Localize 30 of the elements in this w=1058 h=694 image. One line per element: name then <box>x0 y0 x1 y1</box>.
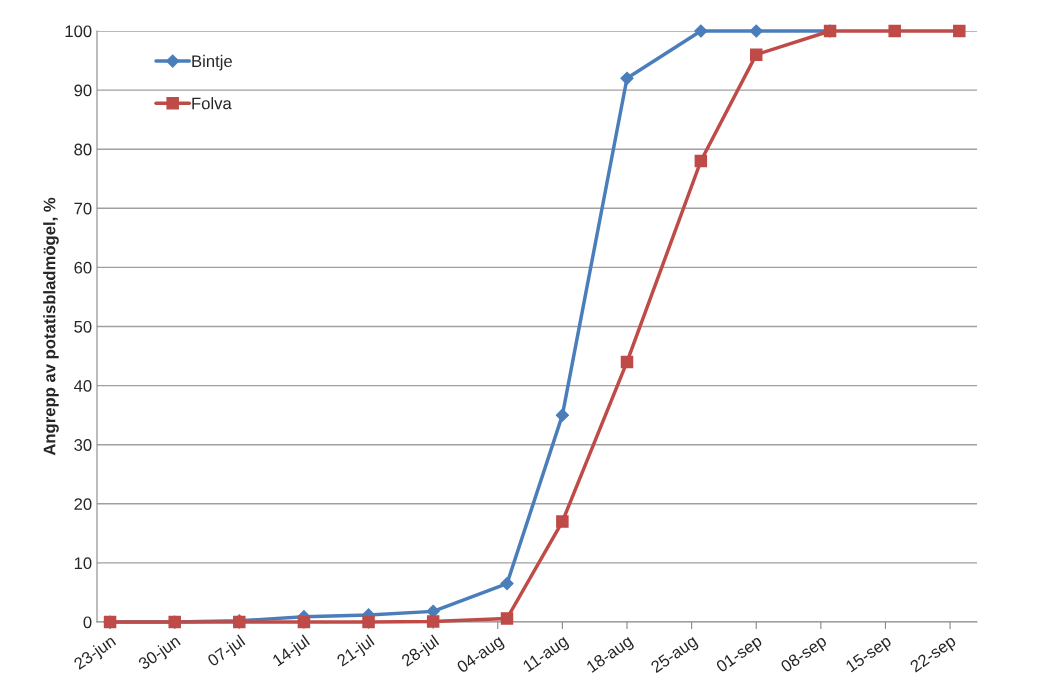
point <box>362 615 375 629</box>
point <box>694 154 708 168</box>
point <box>620 71 634 85</box>
y-tick-label: 50 <box>74 320 92 333</box>
point <box>694 24 708 38</box>
point <box>555 408 569 422</box>
point <box>297 615 311 629</box>
y-tick-label: 20 <box>74 498 92 510</box>
y-tick-label: 70 <box>74 202 92 215</box>
point <box>426 604 440 618</box>
legend-label: Bintje <box>192 54 232 71</box>
y-tick-label: 100 <box>65 25 92 38</box>
y-tick-label: 0 <box>83 616 92 629</box>
point <box>500 612 514 625</box>
y-tick-label: 40 <box>73 380 92 392</box>
y-tick-label: 10 <box>74 557 92 570</box>
y-axis-title: Angrepp av potatisbladmögel, % <box>43 197 59 456</box>
point <box>749 24 763 38</box>
point <box>620 355 634 369</box>
point <box>749 48 763 61</box>
point <box>556 515 569 528</box>
y-tick-label: 90 <box>74 84 92 97</box>
point <box>426 615 440 628</box>
legend-label: Folva <box>192 97 232 110</box>
y-tick-label: 30 <box>74 439 92 451</box>
point <box>888 24 901 38</box>
point <box>953 24 966 38</box>
y-tick-label: 60 <box>74 261 92 274</box>
y-tick-label: 80 <box>74 143 92 156</box>
point <box>500 576 514 591</box>
